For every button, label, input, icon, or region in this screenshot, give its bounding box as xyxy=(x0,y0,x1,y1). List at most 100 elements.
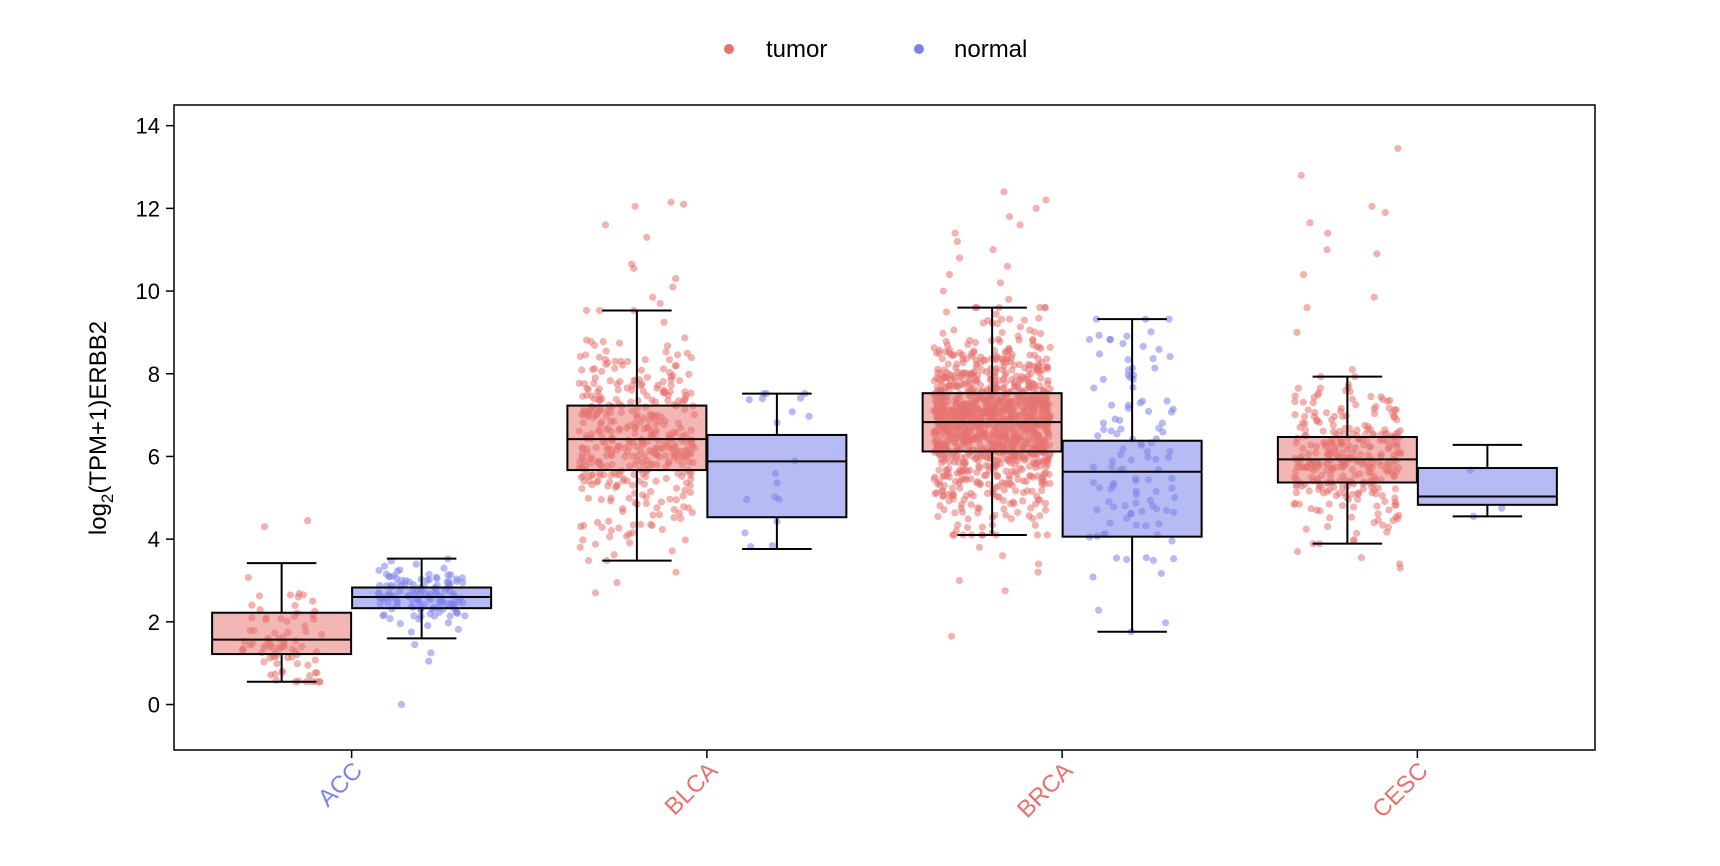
data-point xyxy=(1315,485,1323,494)
data-point xyxy=(681,536,689,544)
data-point xyxy=(930,344,938,352)
data-point xyxy=(684,504,693,512)
data-point xyxy=(988,430,997,439)
data-point xyxy=(663,441,672,449)
data-point xyxy=(396,620,404,628)
outlier-point xyxy=(643,233,651,241)
data-point xyxy=(678,460,687,469)
data-point xyxy=(1338,448,1346,456)
data-point xyxy=(625,422,633,430)
y-tick-label: 0 xyxy=(148,693,160,718)
data-point xyxy=(266,654,274,662)
outlier-point xyxy=(939,287,947,295)
points xyxy=(1085,315,1179,636)
data-point xyxy=(1093,506,1101,514)
data-point xyxy=(1290,473,1299,481)
data-point xyxy=(629,438,637,446)
data-point xyxy=(938,441,946,449)
outlier-point xyxy=(397,700,406,709)
data-point xyxy=(248,639,256,647)
data-point xyxy=(602,412,611,420)
data-point xyxy=(1123,555,1131,564)
data-point xyxy=(1498,504,1506,512)
data-point xyxy=(1167,408,1176,416)
data-point xyxy=(615,524,623,532)
data-point xyxy=(666,387,674,396)
data-point xyxy=(1374,510,1382,518)
data-point xyxy=(1348,490,1357,498)
data-point xyxy=(662,452,670,460)
data-point xyxy=(244,573,252,582)
data-point xyxy=(686,471,695,479)
data-point xyxy=(585,409,593,417)
data-point xyxy=(1299,398,1307,406)
data-point xyxy=(624,357,632,366)
data-point xyxy=(1028,411,1037,419)
data-point xyxy=(976,424,984,432)
data-point xyxy=(1389,439,1397,448)
data-point xyxy=(575,463,583,471)
data-point xyxy=(979,452,987,460)
box-fill xyxy=(1062,440,1202,537)
data-point xyxy=(775,495,783,503)
data-point xyxy=(983,489,992,498)
outlier-point xyxy=(1042,196,1050,204)
data-point xyxy=(576,543,584,551)
data-point xyxy=(579,444,587,452)
data-point xyxy=(996,460,1005,468)
data-point xyxy=(607,494,615,502)
data-point xyxy=(604,424,612,432)
data-point xyxy=(961,439,969,448)
data-point xyxy=(1105,498,1113,506)
data-point xyxy=(584,494,592,502)
box-group-acc-tumor xyxy=(211,516,353,686)
legend: tumor normal xyxy=(724,36,1027,63)
x-axis: ACC BLCA BRCA CESC xyxy=(313,750,1434,823)
data-point xyxy=(1037,475,1046,483)
data-point xyxy=(935,466,943,474)
data-point xyxy=(1029,337,1037,345)
data-point xyxy=(1337,404,1345,412)
data-point xyxy=(689,459,697,467)
x-tick-label-blca: BLCA xyxy=(660,757,723,820)
data-point xyxy=(1124,355,1132,364)
data-point xyxy=(295,590,303,598)
data-point xyxy=(617,408,625,417)
data-point xyxy=(1357,450,1365,459)
data-point xyxy=(641,460,649,468)
data-point xyxy=(1144,453,1152,461)
data-point xyxy=(1089,463,1098,471)
data-point xyxy=(1385,506,1393,514)
data-point xyxy=(1009,456,1017,464)
data-point xyxy=(657,498,665,506)
data-point xyxy=(967,489,975,498)
data-point xyxy=(980,471,988,480)
data-point xyxy=(951,509,959,517)
data-point xyxy=(1325,500,1333,508)
data-point xyxy=(459,599,467,607)
data-point xyxy=(277,615,285,623)
outlier-point xyxy=(260,523,269,531)
data-point xyxy=(1094,432,1102,440)
data-point xyxy=(595,353,604,361)
y-tick-label: 2 xyxy=(148,610,160,635)
data-point xyxy=(1138,507,1146,516)
data-point xyxy=(1139,342,1147,350)
data-point xyxy=(945,437,953,445)
data-point xyxy=(1144,476,1153,484)
data-point xyxy=(1345,441,1353,449)
data-point xyxy=(461,612,469,620)
data-point xyxy=(671,362,679,370)
data-point xyxy=(994,433,1003,442)
data-point xyxy=(998,328,1006,337)
data-point xyxy=(1002,393,1010,401)
data-point xyxy=(960,369,968,377)
data-point xyxy=(939,329,947,337)
data-point xyxy=(410,612,418,620)
data-point xyxy=(284,628,292,636)
data-point xyxy=(674,470,682,478)
data-point xyxy=(286,591,294,599)
data-point xyxy=(652,420,660,428)
y-axis-label: log2(TPM+1)ERBB2 xyxy=(85,321,117,535)
data-point xyxy=(1349,503,1358,511)
